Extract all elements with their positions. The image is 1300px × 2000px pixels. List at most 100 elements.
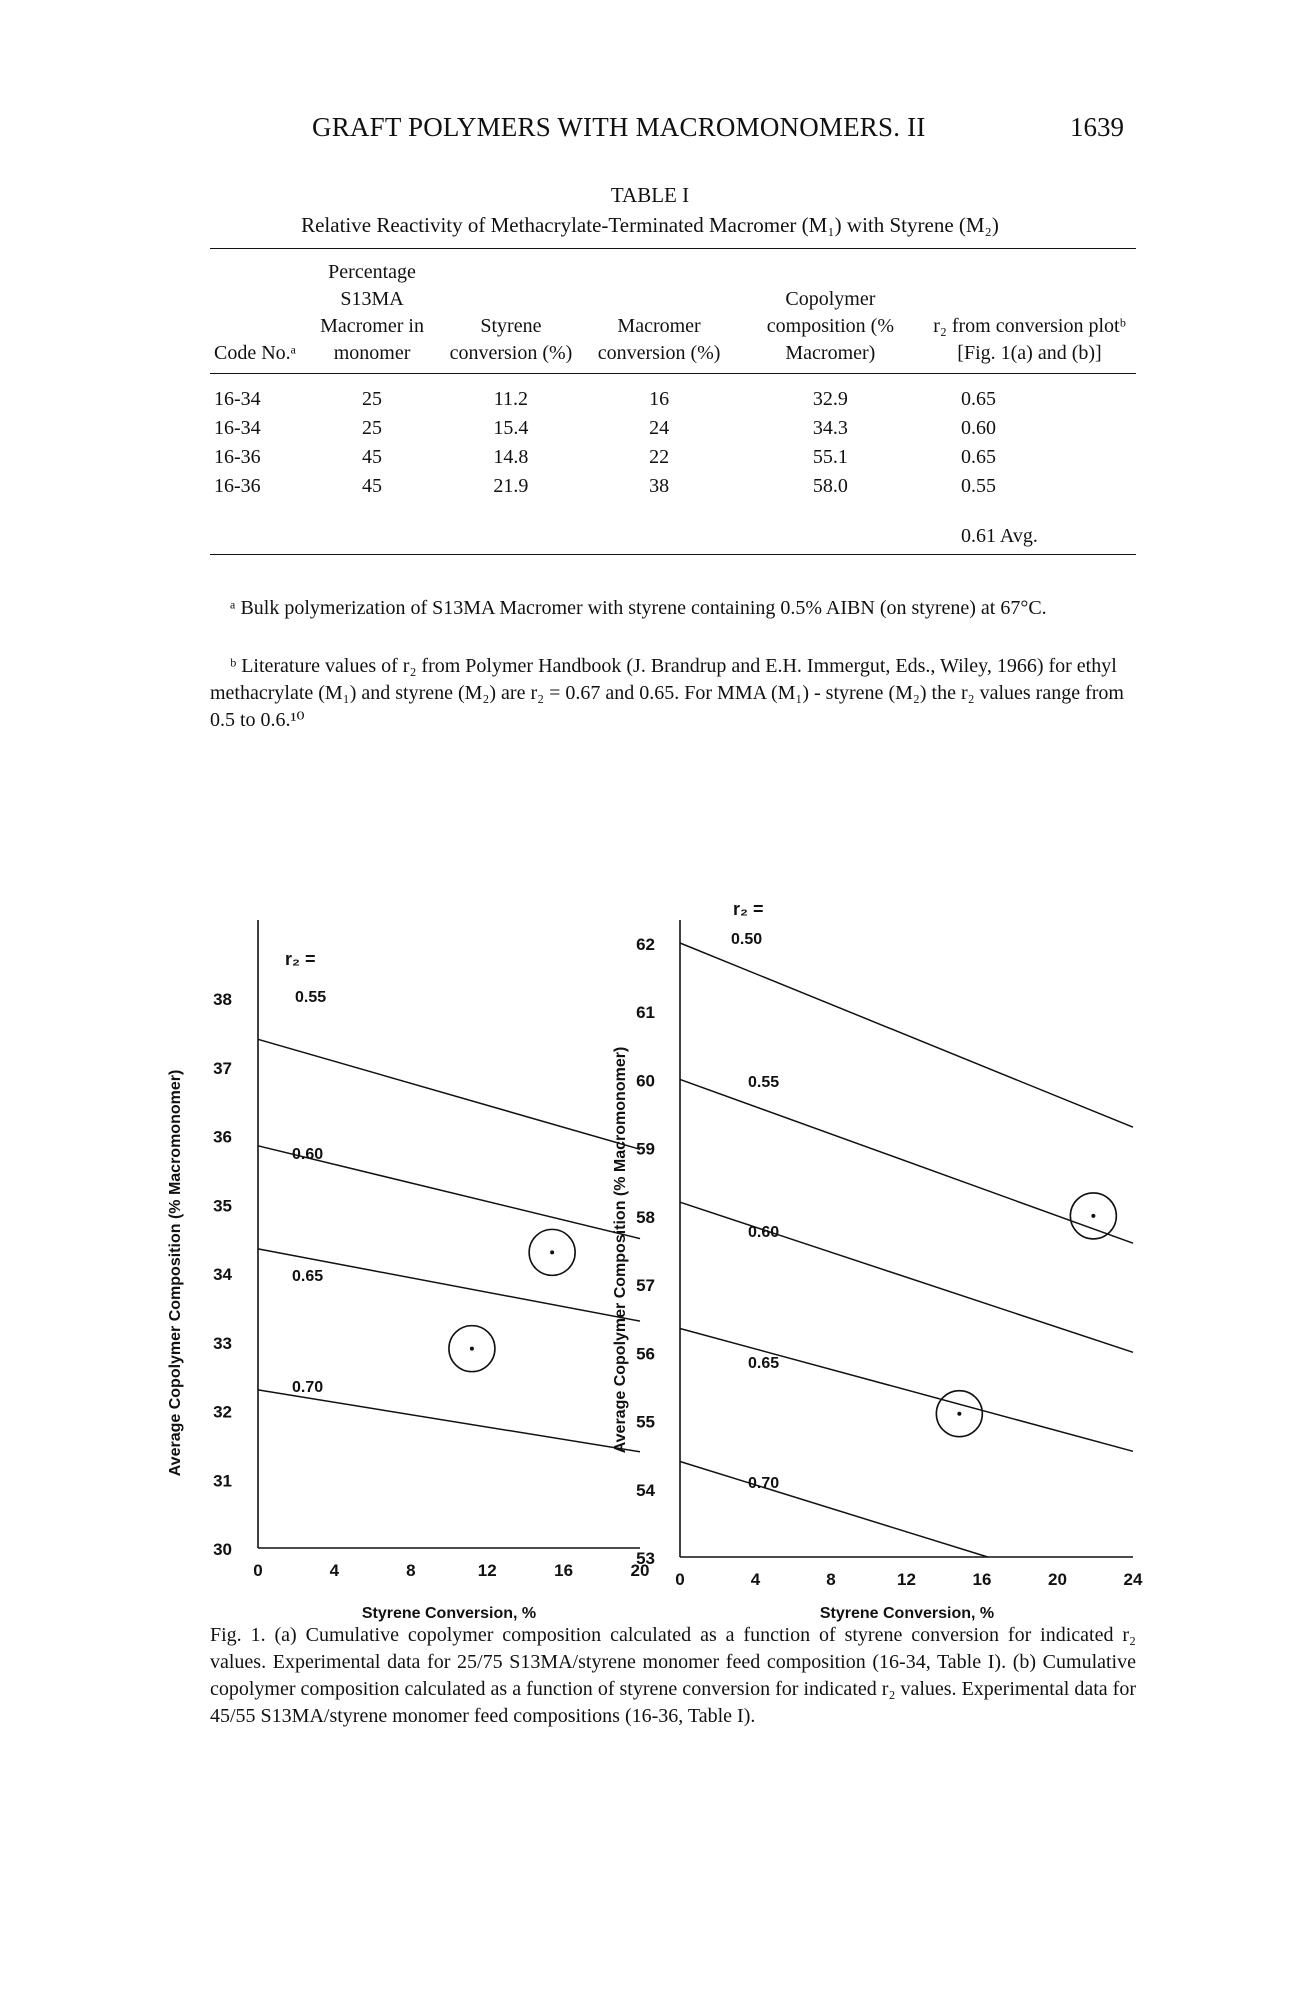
experimental-point-dot	[957, 1411, 962, 1416]
table-title: TABLE I	[610, 183, 690, 207]
x-tick-label: 8	[826, 1570, 835, 1589]
table-row: 16-36 45 21.9 38 58.0 0.55	[210, 472, 1136, 501]
footnote-b: ᵇ Literature values of r₂ from Polymer H…	[210, 655, 1124, 731]
series-line	[679, 942, 1134, 1128]
cell-code: 16-36	[214, 446, 261, 468]
header-copolymer-composition: Copolymer composition (% Macromer)	[737, 248, 923, 374]
series-label: 0.50	[731, 931, 762, 948]
series-line	[679, 1460, 988, 1558]
chart-panel-a: 30 31 32 33 34 35 36 37 38 0 4 8 12 16 20 Styrene Conve…	[167, 920, 649, 1622]
header-code-no: Code No.ᵃ	[210, 248, 303, 374]
x-tick-label: 24	[1124, 1570, 1143, 1589]
header-percentage-macromer: Percentage S13MA Macromer in monomer	[302, 248, 442, 374]
cell-percentage: 25	[362, 417, 383, 439]
series-prefix-label: r₂ =	[285, 949, 316, 969]
cell-macromer-conversion: 38	[649, 475, 670, 497]
x-tick-label: 20	[631, 1561, 650, 1580]
cell-code: 16-34	[214, 388, 261, 410]
y-tick-label: 55	[636, 1413, 655, 1432]
y-tick-label: 35	[213, 1196, 232, 1215]
cell-styrene-conversion: 14.8	[493, 446, 529, 468]
table-row: 16-36 45 14.8 22 55.1 0.65	[210, 443, 1136, 472]
y-tick-label: 54	[636, 1481, 655, 1500]
x-tick-label: 0	[675, 1570, 684, 1589]
series-label: 0.70	[748, 1475, 779, 1492]
series-line	[679, 1201, 1134, 1354]
series-line	[679, 1327, 1134, 1453]
experimental-point-ring	[528, 1228, 576, 1277]
y-tick-label: 32	[213, 1403, 232, 1422]
chart-panel-b: 53 54 55 56 57 58 59 60 61 62 0 4 8 12 16 20 24 Styrene C…	[612, 899, 1143, 1622]
cell-macromer-conversion: 16	[649, 388, 670, 410]
y-tick-label: 34	[213, 1265, 232, 1284]
series-line	[257, 1389, 641, 1453]
cell-code: 16-34	[214, 417, 261, 439]
cell-composition: 34.3	[812, 417, 848, 439]
page-number: 1639	[1070, 112, 1124, 142]
y-tick-label: 37	[213, 1059, 232, 1078]
y-tick-label: 60	[636, 1071, 655, 1090]
cell-r2: 0.55	[960, 475, 996, 497]
series-label: 0.60	[292, 1146, 323, 1163]
cell-percentage: 45	[362, 475, 383, 497]
cell-r2-average: 0.61 Avg.	[922, 501, 1136, 555]
series-label: 0.55	[748, 1074, 779, 1091]
x-tick-label: 4	[330, 1561, 340, 1580]
table-average-row: 0.61 Avg.	[210, 501, 1136, 555]
experimental-point-ring	[1069, 1192, 1118, 1240]
cell-styrene-conversion: 21.9	[493, 475, 529, 497]
x-tick-label: 4	[751, 1570, 761, 1589]
x-tick-label: 16	[554, 1561, 573, 1580]
y-tick-label: 38	[213, 990, 232, 1009]
table-header-row: Code No.ᵃ Percentage S13MA Macromer in m…	[210, 248, 1136, 374]
series-label: 0.65	[292, 1268, 323, 1285]
cell-styrene-conversion: 11.2	[493, 388, 529, 410]
y-tick-label: 56	[636, 1344, 655, 1363]
y-axis-label: Average Copolymer Composition (% Macromo…	[167, 1070, 184, 1477]
experimental-point-ring	[935, 1389, 984, 1438]
y-tick-label: 31	[213, 1471, 232, 1490]
x-tick-label: 8	[406, 1561, 415, 1580]
cell-code: 16-36	[214, 475, 261, 497]
y-tick-label: 53	[636, 1549, 655, 1568]
cell-composition: 58.0	[812, 475, 848, 497]
table-row: 16-34 25 11.2 16 32.9 0.65	[210, 374, 1136, 415]
cell-r2: 0.65	[960, 388, 996, 410]
x-tick-label: 12	[897, 1570, 916, 1589]
header-r2-from-plot: r₂ from conversion plotᵇ [Fig. 1(a) and …	[922, 248, 1136, 374]
series-line	[257, 1248, 641, 1322]
x-tick-label: 16	[973, 1570, 992, 1589]
header-styrene-conversion: Styrene conversion (%)	[441, 248, 581, 374]
experimental-point-ring	[448, 1324, 496, 1373]
cell-styrene-conversion: 15.4	[493, 417, 529, 439]
series-line	[679, 1078, 1134, 1244]
series-line	[257, 1145, 641, 1240]
x-tick-label: 0	[253, 1561, 262, 1580]
reactivity-table: Code No.ᵃ Percentage S13MA Macromer in m…	[210, 248, 1136, 555]
x-axis-label: Styrene Conversion, %	[362, 1605, 536, 1622]
y-axis-label: Average Copolymer Composition (% Macromo…	[612, 1047, 629, 1454]
header-macromer-conversion: Macromer conversion (%)	[580, 248, 738, 374]
cell-macromer-conversion: 22	[649, 446, 670, 468]
table-row: 16-34 25 15.4 24 34.3 0.60	[210, 414, 1136, 443]
running-head: GRAFT POLYMERS WITH MACROMONOMERS. II	[312, 112, 926, 142]
cell-percentage: 45	[362, 446, 383, 468]
y-tick-label: 58	[636, 1208, 655, 1227]
cell-r2: 0.65	[960, 446, 996, 468]
cell-composition: 32.9	[812, 388, 848, 410]
y-tick-label: 36	[213, 1128, 232, 1147]
y-tick-label: 61	[636, 1003, 655, 1022]
series-label: 0.60	[748, 1224, 779, 1241]
series-prefix-label: r₂ =	[733, 899, 764, 919]
series-label: 0.65	[748, 1355, 779, 1372]
y-tick-label: 33	[213, 1334, 232, 1353]
experimental-point-dot	[550, 1250, 555, 1255]
experimental-point-dot	[469, 1346, 474, 1351]
cell-composition: 55.1	[812, 446, 848, 468]
series-label: 0.55	[295, 989, 326, 1006]
y-tick-label: 62	[636, 935, 655, 954]
cell-percentage: 25	[362, 388, 383, 410]
series-line	[257, 1038, 641, 1151]
x-tick-label: 20	[1048, 1570, 1067, 1589]
